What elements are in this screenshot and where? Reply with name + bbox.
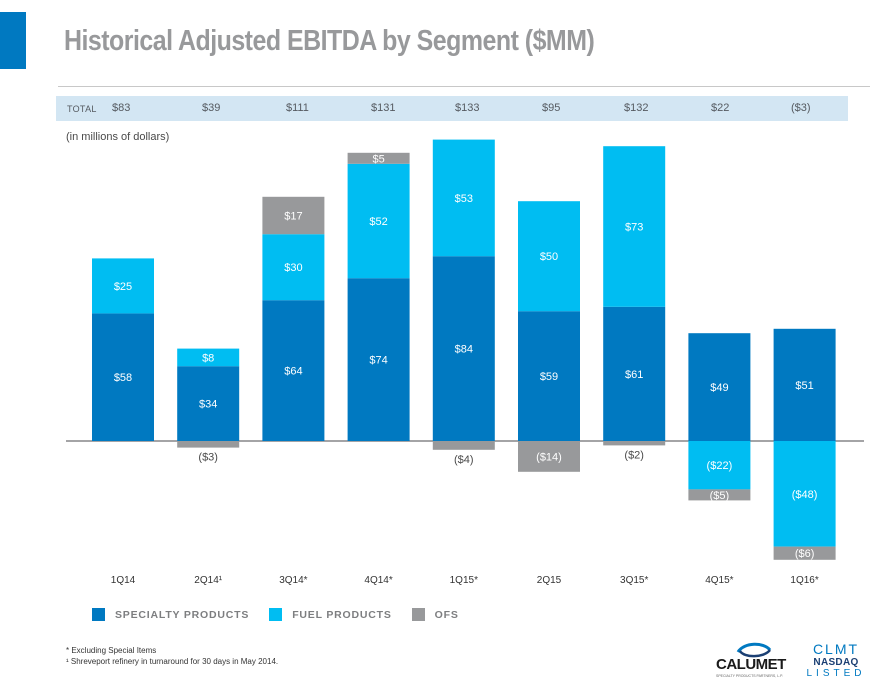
data-label-specialty: $51 bbox=[795, 380, 813, 392]
data-label-specialty: $58 bbox=[114, 372, 132, 384]
data-label-fuel: $53 bbox=[455, 193, 473, 205]
total-value: $131 bbox=[371, 102, 396, 114]
data-label-fuel: $52 bbox=[369, 216, 387, 228]
data-label-ofs: ($14) bbox=[536, 451, 562, 463]
data-label-fuel: $30 bbox=[284, 262, 302, 274]
data-label-ofs: ($6) bbox=[795, 548, 815, 560]
bar-segment-specialty bbox=[177, 366, 240, 441]
footnote: * Excluding Special Items bbox=[66, 646, 157, 655]
data-label-fuel: ($22) bbox=[707, 460, 733, 472]
legend-swatch-fuel bbox=[269, 608, 283, 621]
data-label-fuel: $8 bbox=[202, 352, 214, 364]
legend-label: FUEL PRODUCTS bbox=[292, 608, 392, 621]
data-label-specialty: $84 bbox=[455, 344, 473, 356]
bar-segment-fuel bbox=[177, 348, 240, 367]
legend: SPECIALTY PRODUCTS FUEL PRODUCTS OFS bbox=[92, 608, 479, 621]
page-title: Historical Adjusted EBITDA by Segment ($… bbox=[64, 25, 595, 57]
data-label-ofs: $5 bbox=[372, 153, 384, 165]
x-tick-label: 3Q14* bbox=[279, 575, 307, 586]
data-label-specialty: $61 bbox=[625, 369, 643, 381]
bar-segment-ofs bbox=[688, 489, 751, 501]
bar-segment-fuel bbox=[347, 163, 410, 279]
legend-label: SPECIALTY PRODUCTS bbox=[115, 608, 250, 621]
data-label-ofs: ($2) bbox=[624, 449, 644, 461]
footnotes: * Excluding Special Items ¹ Shreveport r… bbox=[66, 645, 278, 667]
ebitda-chart: $58 $25 1Q14 $34 $8 ($3) 2Q14¹ $64 $30 $17 3Q14* $7… bbox=[66, 139, 864, 586]
bar-segment-fuel bbox=[603, 146, 666, 307]
total-value: $111 bbox=[286, 102, 309, 114]
total-value: $133 bbox=[455, 102, 480, 114]
footnote: ¹ Shreveport refinery in turnaround for … bbox=[66, 657, 279, 666]
x-tick-label: 1Q16* bbox=[790, 575, 818, 586]
bar-segment-specialty bbox=[347, 278, 410, 441]
bar-segment-ofs bbox=[603, 441, 666, 446]
ticker-symbol: CLMT bbox=[812, 641, 860, 657]
x-tick-label: 1Q14 bbox=[111, 575, 136, 586]
total-value: $22 bbox=[711, 102, 730, 114]
bar-segment-ofs bbox=[262, 196, 325, 235]
data-label-fuel: $73 bbox=[625, 222, 643, 234]
bar-segment-ofs bbox=[518, 441, 580, 472]
total-value: $83 bbox=[112, 102, 131, 114]
bar-segment-fuel bbox=[773, 441, 836, 547]
bar-segment-specialty bbox=[518, 311, 580, 441]
data-label-specialty: $49 bbox=[710, 382, 728, 394]
data-label-specialty: $59 bbox=[540, 371, 558, 383]
legend-item-fuel: FUEL PRODUCTS bbox=[269, 608, 391, 621]
bar-segment-ofs bbox=[432, 441, 495, 450]
bar-segment-specialty bbox=[688, 333, 751, 441]
data-label-specialty: $34 bbox=[199, 399, 217, 411]
data-label-fuel: $25 bbox=[114, 281, 132, 293]
bar-segment-fuel bbox=[518, 201, 580, 312]
legend-swatch-ofs bbox=[411, 608, 425, 621]
bar-segment-specialty bbox=[262, 300, 325, 441]
calumet-subtitle: SPECIALTY PRODUCTS PARTNERS, L.P. bbox=[716, 674, 783, 678]
bar-segment-specialty bbox=[773, 328, 836, 441]
nasdaq-logo: CLMT NASDAQ LISTED bbox=[806, 641, 866, 680]
total-value: $39 bbox=[202, 102, 221, 114]
totals-label: TOTAL bbox=[67, 104, 97, 114]
bar-segment-fuel bbox=[92, 258, 154, 314]
data-label-ofs: ($4) bbox=[454, 454, 474, 466]
total-value: ($3) bbox=[791, 102, 811, 114]
accent-block bbox=[0, 12, 26, 69]
listed-text: LISTED bbox=[806, 668, 866, 679]
x-tick-label: 4Q15* bbox=[705, 575, 733, 586]
x-tick-label: 2Q14¹ bbox=[194, 575, 222, 586]
bar-segment-ofs bbox=[773, 546, 836, 560]
total-value: $132 bbox=[624, 102, 649, 114]
data-label-specialty: $64 bbox=[284, 366, 302, 378]
calumet-swirl-icon bbox=[736, 642, 772, 658]
legend-label: OFS bbox=[434, 608, 459, 621]
data-label-specialty: $74 bbox=[369, 355, 387, 367]
legend-item-ofs: OFS bbox=[411, 608, 459, 621]
data-label-ofs: $17 bbox=[284, 211, 302, 223]
bar-segment-fuel bbox=[432, 139, 495, 257]
data-label-ofs: ($5) bbox=[710, 490, 730, 502]
bar-segment-specialty bbox=[432, 256, 495, 441]
x-tick-label: 4Q14* bbox=[364, 575, 392, 586]
totals-row: TOTAL $83 $39 $111 $131 $133 $95 $132 $2… bbox=[56, 96, 848, 121]
bar-segment-ofs bbox=[347, 152, 410, 164]
x-tick-label: 1Q15* bbox=[450, 575, 478, 586]
bar-segment-specialty bbox=[92, 313, 154, 441]
title-divider bbox=[58, 86, 870, 87]
bar-segment-fuel bbox=[262, 234, 325, 301]
data-label-fuel: $50 bbox=[540, 251, 558, 263]
x-tick-label: 3Q15* bbox=[620, 575, 648, 586]
legend-swatch-specialty bbox=[92, 608, 105, 621]
legend-item-specialty: SPECIALTY PRODUCTS bbox=[92, 608, 249, 621]
bar-segment-ofs bbox=[177, 441, 240, 448]
data-label-fuel: ($48) bbox=[792, 489, 818, 501]
calumet-logo: CALUMET SPECIALTY PRODUCTS PARTNERS, L.P… bbox=[716, 642, 792, 682]
units-note: (in millions of dollars) bbox=[66, 131, 170, 143]
total-value: $95 bbox=[542, 102, 561, 114]
nasdaq-wordmark: NASDAQ bbox=[813, 657, 859, 668]
bar-segment-fuel bbox=[688, 441, 751, 490]
bar-segment-specialty bbox=[603, 306, 666, 441]
x-tick-label: 2Q15 bbox=[537, 575, 562, 586]
calumet-wordmark: CALUMET bbox=[716, 656, 786, 673]
data-label-ofs: ($3) bbox=[198, 452, 218, 464]
